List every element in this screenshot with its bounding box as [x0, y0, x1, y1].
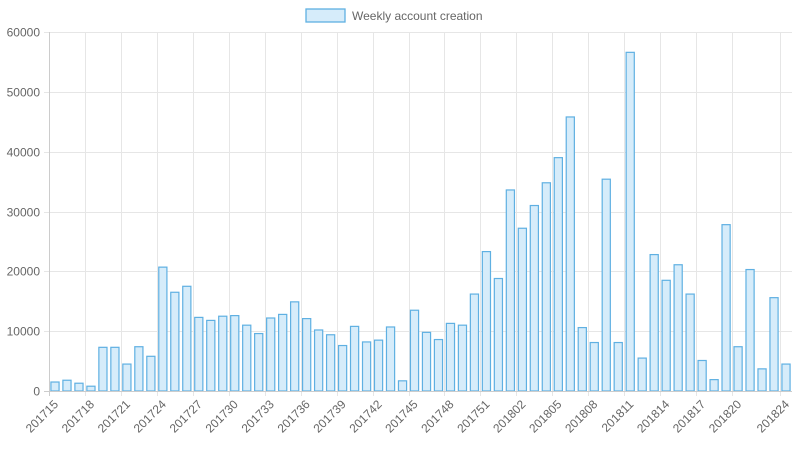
bar[interactable] [313, 329, 324, 392]
y-tick-label: 60000 [7, 26, 41, 40]
bar[interactable] [757, 368, 767, 392]
bar[interactable] [469, 293, 480, 392]
bar[interactable] [289, 301, 300, 392]
bar[interactable] [254, 332, 264, 392]
bar[interactable] [505, 189, 516, 392]
bar[interactable] [385, 326, 396, 392]
bar[interactable] [218, 315, 228, 392]
x-tick-label: 201802 [490, 397, 528, 435]
x-tick-label: 201742 [346, 397, 384, 435]
x-tick-label: 201727 [167, 397, 205, 435]
bar[interactable] [266, 317, 276, 392]
x-tick-label: 201811 [599, 397, 637, 435]
x-tick-label: 201824 [754, 397, 792, 435]
bars [50, 51, 791, 392]
bar[interactable] [146, 355, 156, 392]
bar[interactable] [110, 346, 120, 392]
bar[interactable] [170, 291, 180, 392]
x-tick-label: 201724 [131, 397, 169, 435]
bar[interactable] [182, 285, 192, 392]
bar[interactable] [721, 224, 731, 392]
bar[interactable] [733, 346, 743, 392]
bar[interactable] [278, 313, 288, 392]
bar[interactable] [98, 346, 108, 392]
bar[interactable] [325, 334, 336, 392]
x-tick-label: 201733 [239, 397, 277, 435]
bar[interactable] [541, 182, 552, 392]
bar[interactable] [601, 178, 611, 392]
legend-label: Weekly account creation [352, 9, 483, 23]
x-tick-label: 201718 [59, 397, 97, 435]
bar[interactable] [242, 324, 252, 392]
bar[interactable] [649, 253, 659, 392]
bar[interactable] [337, 344, 348, 392]
y-tick-label: 0 [33, 385, 40, 399]
bar[interactable] [697, 359, 707, 392]
bar[interactable] [553, 157, 563, 392]
bar[interactable] [625, 51, 635, 392]
y-tick-label: 50000 [7, 86, 41, 100]
x-tick-label: 201820 [706, 397, 744, 435]
bar[interactable] [457, 324, 468, 392]
bar[interactable] [301, 318, 312, 392]
bar[interactable] [769, 297, 779, 392]
bar[interactable] [361, 341, 372, 392]
x-tick-label: 201721 [95, 397, 133, 435]
bar[interactable] [86, 385, 96, 392]
x-tick-label: 201739 [311, 397, 349, 435]
y-tick-label: 10000 [7, 325, 41, 339]
x-tick-label: 201748 [418, 397, 456, 435]
bar[interactable] [661, 279, 671, 392]
bar[interactable] [493, 277, 504, 392]
y-tick-label: 20000 [7, 265, 41, 279]
bar[interactable] [349, 325, 360, 392]
bar[interactable] [230, 315, 240, 392]
bar[interactable] [577, 326, 587, 392]
bar[interactable] [517, 227, 528, 392]
bar[interactable] [445, 322, 456, 392]
x-tick-label: 201814 [634, 397, 672, 435]
bar[interactable] [194, 316, 204, 392]
bar[interactable] [709, 379, 719, 392]
x-tick-label: 201817 [670, 397, 708, 435]
bar[interactable] [673, 264, 683, 392]
x-tick-label: 201808 [562, 397, 600, 435]
bar[interactable] [685, 293, 695, 392]
bar[interactable] [529, 204, 540, 392]
bar[interactable] [373, 339, 384, 392]
bar[interactable] [50, 381, 60, 392]
bar[interactable] [158, 266, 168, 392]
bar[interactable] [74, 382, 84, 392]
x-tick-label: 201715 [23, 397, 61, 435]
legend[interactable]: Weekly account creation [305, 8, 483, 23]
bar[interactable] [409, 309, 420, 392]
x-tick-label: 201805 [526, 397, 564, 435]
x-tick-label: 201736 [275, 397, 313, 435]
bar[interactable] [206, 319, 216, 392]
bar[interactable] [433, 338, 444, 392]
x-tick-label: 201745 [382, 397, 420, 435]
bar[interactable] [637, 357, 647, 392]
bar[interactable] [62, 379, 72, 392]
bar[interactable] [613, 341, 623, 392]
bar[interactable] [589, 341, 599, 392]
bar[interactable] [421, 331, 432, 392]
y-tick-label: 30000 [7, 206, 41, 220]
bar[interactable] [565, 116, 575, 392]
grid [44, 32, 792, 396]
bar[interactable] [134, 346, 144, 392]
x-tick-label: 201730 [203, 397, 241, 435]
bar[interactable] [481, 250, 492, 392]
bar[interactable] [122, 363, 132, 392]
bar[interactable] [397, 380, 408, 392]
bar[interactable] [781, 363, 791, 392]
y-tick-label: 40000 [7, 146, 41, 160]
legend-swatch [305, 8, 346, 23]
x-tick-label: 201751 [454, 397, 492, 435]
bar[interactable] [745, 268, 755, 392]
